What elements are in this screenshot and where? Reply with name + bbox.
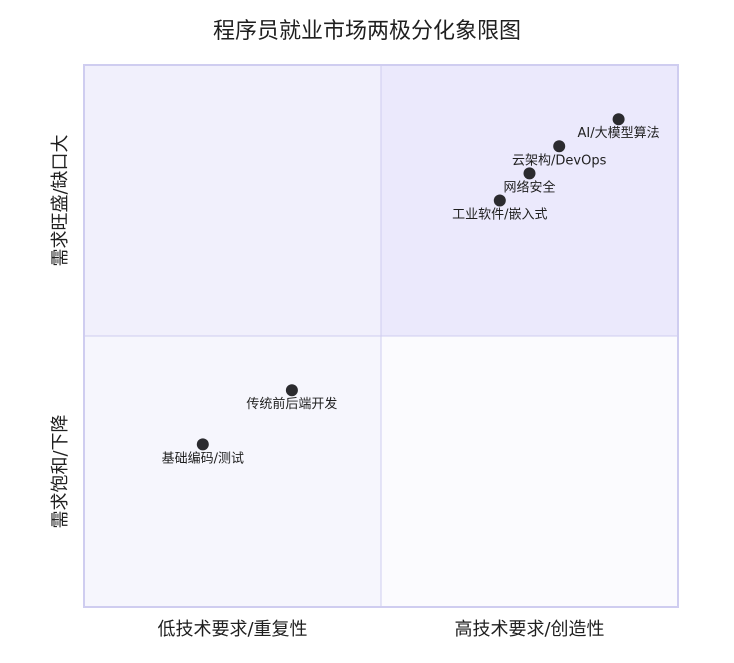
x-axis-label-right: 高技术要求/创造性	[454, 619, 604, 640]
y-axis-label-bottom: 需求饱和/下降	[50, 414, 71, 528]
quadrant-top-right	[381, 65, 678, 336]
data-point	[196, 438, 209, 451]
data-point	[523, 167, 536, 180]
x-axis-label-left: 低技术要求/重复性	[157, 619, 307, 640]
y-axis-label-top: 需求旺盛/缺口大	[50, 134, 71, 266]
quadrant-top-left	[84, 65, 381, 336]
data-point-label: 传统前后端开发	[246, 396, 337, 412]
data-point	[285, 384, 298, 397]
quadrant-bottom-right	[381, 336, 678, 607]
data-point-label: 云架构/DevOps	[512, 153, 607, 168]
data-point	[612, 113, 625, 126]
data-point	[493, 194, 506, 207]
data-point	[553, 140, 566, 153]
data-point-label: AI/大模型算法	[578, 126, 660, 141]
plot-border	[83, 64, 679, 608]
data-point-label: 基础编码/测试	[162, 451, 244, 466]
data-point-label: 网络安全	[503, 179, 555, 195]
chart-title: 程序员就业市场两极分化象限图	[213, 19, 521, 44]
quadrant-bottom-left	[84, 336, 381, 607]
data-point-label: 工业软件/嵌入式	[452, 208, 547, 223]
quadrant-backgrounds	[83, 64, 679, 608]
